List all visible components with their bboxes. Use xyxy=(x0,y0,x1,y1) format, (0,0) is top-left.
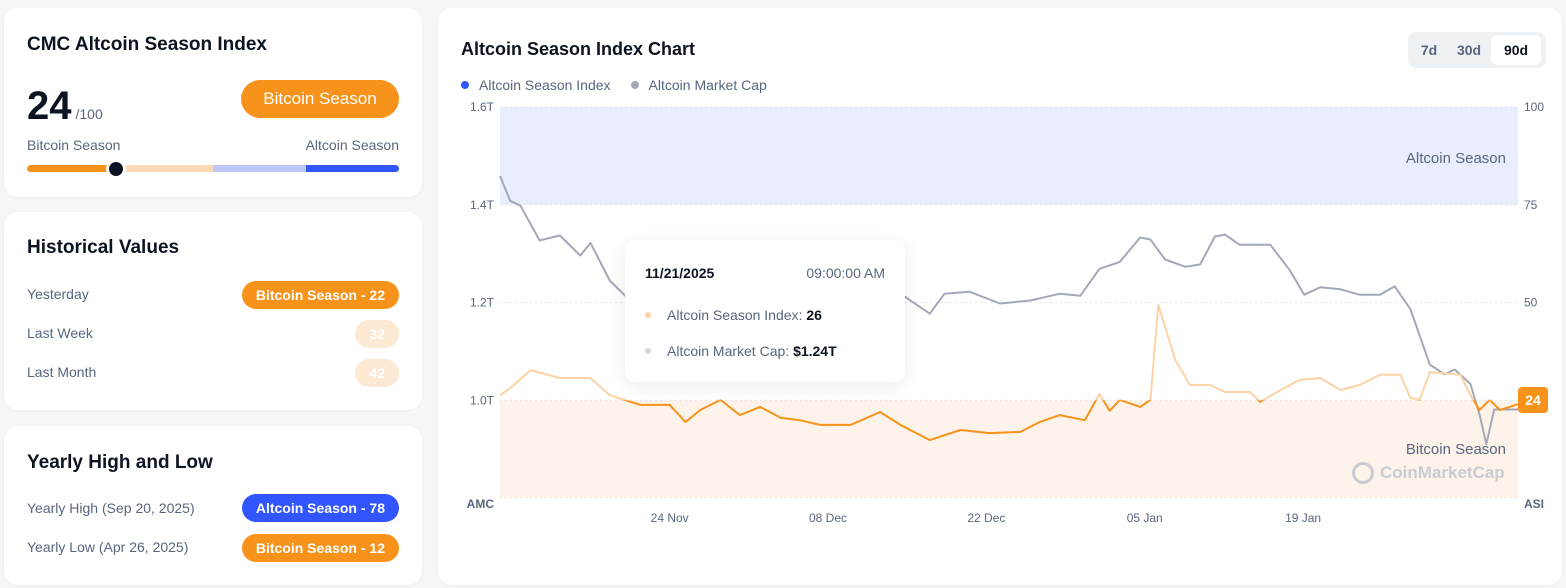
season-gauge xyxy=(27,165,399,172)
tooltip-asi-dot-icon xyxy=(645,312,651,318)
left-tick-label: 1.0T xyxy=(470,393,495,407)
gauge-right-label: Altcoin Season xyxy=(305,137,399,153)
range-selector: 7d 30d 90d xyxy=(1408,32,1546,68)
current-value-badge: 24 xyxy=(1518,387,1548,413)
yearly-high-badge: Altcoin Season - 78 xyxy=(241,494,399,522)
yearly-card: Yearly High and Low Yearly High (Sep 20,… xyxy=(4,426,422,585)
yearly-high-text: Yearly High xyxy=(27,500,99,516)
gauge-left-label: Bitcoin Season xyxy=(27,137,121,153)
yearly-low-label: Yearly Low (Apr 26, 2025) xyxy=(27,539,188,555)
legend-amc-dot-icon xyxy=(630,81,639,89)
tooltip-asi-value: 26 xyxy=(806,307,822,323)
tooltip-time: 09:00:00 AM xyxy=(806,265,885,281)
historical-label-yesterday: Yesterday xyxy=(27,286,89,302)
historical-badge-last-week: 32 xyxy=(355,320,399,348)
chart-legend: Altcoin Season Index Altcoin Market Cap xyxy=(461,77,767,93)
range-30d-button[interactable]: 30d xyxy=(1456,42,1482,58)
gauge-marker xyxy=(106,159,126,179)
index-status-badge: Bitcoin Season xyxy=(241,80,399,118)
left-tick-label: 1.2T xyxy=(470,296,495,310)
right-tick-label: 50 xyxy=(1524,296,1538,310)
x-tick-label: 24 Nov xyxy=(651,511,689,525)
left-tick-label: 1.4T xyxy=(470,198,495,212)
x-tick-label: 05 Jan xyxy=(1127,511,1163,525)
watermark-logo: CoinMarketCap xyxy=(1352,461,1505,485)
index-value: 24 xyxy=(27,84,72,128)
range-7d-button[interactable]: 7d xyxy=(1420,42,1438,58)
legend-asi[interactable]: Altcoin Season Index xyxy=(479,77,611,93)
coinmarketcap-logo-icon xyxy=(1352,462,1374,484)
right-axis-label: ASI xyxy=(1524,497,1544,511)
watermark-text: CoinMarketCap xyxy=(1380,463,1505,482)
yearly-title: Yearly High and Low xyxy=(27,452,213,473)
historical-label-last-month: Last Month xyxy=(27,364,97,380)
legend-amc[interactable]: Altcoin Market Cap xyxy=(648,77,767,93)
left-axis-label: AMC xyxy=(467,497,495,511)
index-card-title: CMC Altcoin Season Index xyxy=(27,34,267,55)
right-tick-label: 75 xyxy=(1524,198,1538,212)
band-bitcoin-season xyxy=(500,400,1518,498)
index-max: /100 xyxy=(75,106,103,122)
yearly-high-date: (Sep 20, 2025) xyxy=(101,500,195,516)
band-altcoin-season xyxy=(500,107,1518,205)
tooltip-amc-label: Altcoin Market Cap: xyxy=(667,343,790,359)
tooltip-amc-dot-icon xyxy=(645,348,651,354)
chart-card: Altcoin Season Index Chart 7d 30d 90d Al… xyxy=(438,8,1562,585)
yearly-low-date: (Apr 26, 2025) xyxy=(98,539,189,555)
chart-tooltip: 11/21/2025 09:00:00 AM Altcoin Season In… xyxy=(625,240,905,382)
tooltip-asi-label: Altcoin Season Index: xyxy=(667,307,803,323)
range-90d-button[interactable]: 90d xyxy=(1491,35,1541,65)
tooltip-amc-value: $1.24T xyxy=(793,343,837,359)
x-tick-label: 19 Jan xyxy=(1285,511,1321,525)
band-label: Bitcoin Season xyxy=(1406,441,1506,458)
yearly-low-badge: Bitcoin Season - 12 xyxy=(241,534,399,562)
right-tick-label: 100 xyxy=(1524,100,1544,114)
yearly-low-text: Yearly Low xyxy=(27,539,95,555)
series-asi-line-above xyxy=(499,303,1492,401)
historical-title: Historical Values xyxy=(27,237,180,258)
historical-card: Historical Values Yesterday Bitcoin Seas… xyxy=(4,212,422,410)
left-tick-label: 1.6T xyxy=(470,100,495,114)
x-tick-label: 22 Dec xyxy=(967,511,1005,525)
yearly-high-label: Yearly High (Sep 20, 2025) xyxy=(27,500,195,516)
historical-label-last-week: Last Week xyxy=(27,325,93,341)
chart-title: Altcoin Season Index Chart xyxy=(461,39,696,59)
tooltip-date: 11/21/2025 xyxy=(645,265,715,281)
series-asi-line-below xyxy=(622,400,1519,442)
historical-badge-last-month: 42 xyxy=(355,359,399,387)
historical-badge-yesterday: Bitcoin Season - 22 xyxy=(241,281,399,309)
chart-plot[interactable]: Altcoin Season Bitcoin Season 1.6T 1.4T 1.2T… xyxy=(438,8,1562,585)
index-card: CMC Altcoin Season Index 24 /100 Bitcoin… xyxy=(4,8,422,197)
x-tick-label: 08 Dec xyxy=(809,511,847,525)
band-label: Altcoin Season xyxy=(1406,150,1506,167)
legend-asi-dot-icon xyxy=(461,81,469,89)
